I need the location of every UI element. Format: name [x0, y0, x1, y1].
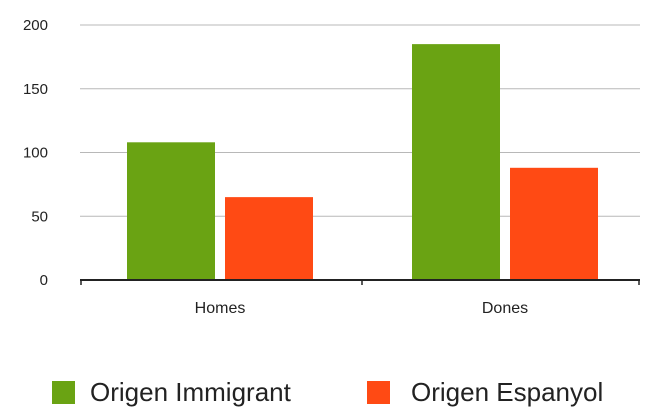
legend: Origen Immigrant Origen Espanyol [52, 377, 603, 407]
y-tick-label: 150 [23, 81, 48, 98]
y-tick-label: 200 [23, 17, 48, 34]
y-tick-label: 0 [40, 272, 48, 289]
y-tick-labels: 0 50 100 150 200 [23, 17, 48, 289]
x-axis [80, 279, 640, 285]
bar-origen-espanyol-dones [510, 167, 598, 280]
category-label: Homes [195, 300, 246, 317]
legend-label: Origen Immigrant [90, 377, 292, 407]
legend-swatch [367, 381, 390, 404]
bar-origen-immigrant-homes [127, 142, 215, 280]
legend-swatch [52, 381, 75, 404]
bar-origen-immigrant-dones [412, 44, 500, 280]
bars [127, 44, 598, 280]
y-tick-label: 100 [23, 145, 48, 162]
category-label: Dones [482, 300, 528, 317]
y-tick-label: 50 [31, 208, 48, 225]
bar-origen-espanyol-homes [225, 197, 313, 280]
legend-label: Origen Espanyol [411, 377, 603, 407]
category-labels: Homes Dones [195, 300, 528, 317]
